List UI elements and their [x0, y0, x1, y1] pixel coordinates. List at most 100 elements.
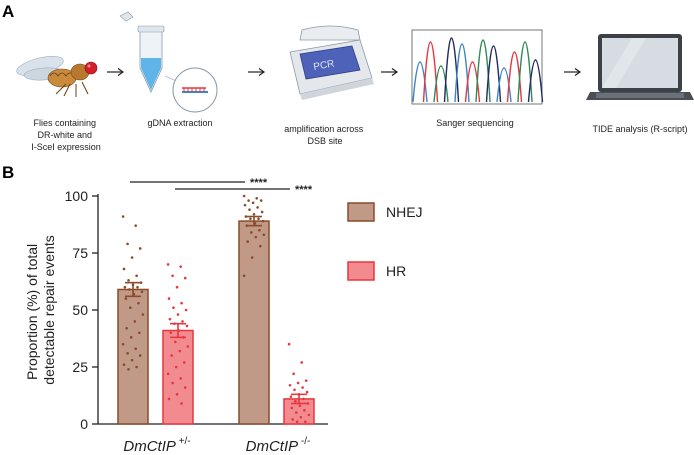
chromatogram-peak	[485, 45, 502, 103]
data-point	[126, 352, 129, 355]
data-point	[127, 367, 130, 371]
data-point	[306, 402, 310, 405]
data-point	[248, 208, 251, 211]
chromatogram-peak	[412, 61, 428, 103]
arrow-icon	[248, 68, 266, 76]
y-tick-label: 100	[65, 188, 89, 204]
data-point	[130, 256, 134, 259]
data-point	[304, 379, 308, 382]
data-point	[254, 235, 258, 239]
data-point	[138, 354, 142, 357]
data-point	[255, 196, 258, 200]
x-category-label: DmCtIP -/-	[246, 436, 311, 455]
data-point	[287, 342, 291, 346]
data-point	[242, 194, 246, 198]
data-point	[183, 361, 186, 364]
data-point	[246, 240, 249, 243]
data-point	[174, 365, 178, 369]
data-point	[178, 349, 182, 353]
data-point	[288, 383, 292, 387]
data-point	[136, 285, 139, 289]
data-point	[126, 242, 129, 246]
data-point	[251, 201, 255, 205]
arrow-icon	[564, 68, 582, 76]
data-point	[294, 399, 297, 403]
data-point	[298, 404, 302, 408]
y-tick-label: 0	[80, 416, 88, 432]
data-point	[134, 347, 137, 351]
data-point	[295, 420, 299, 424]
y-axis-title: Proportion (%) of total detectable repai…	[24, 235, 57, 384]
data-point	[128, 288, 131, 291]
data-point	[302, 397, 305, 401]
data-point	[257, 217, 260, 221]
chromatogram-peak	[433, 65, 449, 103]
bar-chart: 0 25 50 75 100 **** **** DmCtIP +/- DmCtIP -/-	[65, 177, 328, 455]
data-point	[175, 393, 179, 396]
arrow-icon	[107, 68, 125, 76]
data-point	[301, 386, 304, 389]
data-point	[295, 411, 298, 414]
data-point	[168, 317, 172, 321]
data-point	[167, 297, 171, 300]
pcr-label: PCR	[313, 58, 336, 73]
data-point	[247, 199, 250, 202]
legend-swatch-nhej	[347, 202, 375, 222]
caption-step-1: Flies containing DR-white and I-SceI exp…	[31, 118, 101, 152]
laptop-icon	[586, 34, 694, 100]
data-point	[260, 210, 264, 214]
data-point	[135, 274, 138, 278]
data-point	[262, 233, 266, 237]
data-point	[141, 313, 145, 316]
data-point	[175, 285, 179, 289]
legend: NHEJ HR	[347, 202, 423, 281]
panel-a-label: A	[2, 2, 14, 21]
data-point	[250, 256, 254, 259]
bar-nhej	[238, 220, 270, 425]
data-point	[129, 336, 133, 339]
chromatogram-peak	[422, 41, 439, 103]
data-point	[259, 199, 263, 202]
data-point	[305, 390, 309, 394]
data-point	[293, 388, 296, 392]
caption-step-4: Sanger sequencing	[436, 118, 514, 128]
chromatogram-peak	[527, 59, 544, 103]
data-point	[291, 418, 295, 421]
data-point	[184, 308, 188, 312]
data-point	[171, 381, 174, 385]
data-point	[186, 345, 190, 348]
data-point	[170, 354, 173, 357]
data-point	[122, 267, 126, 271]
x-category-label: DmCtIP +/-	[123, 436, 190, 455]
data-point	[125, 326, 128, 330]
data-point	[259, 244, 262, 248]
data-point	[122, 363, 126, 367]
data-point	[123, 285, 127, 289]
data-point	[172, 306, 175, 310]
data-point	[299, 415, 303, 419]
data-point	[174, 340, 177, 344]
data-point	[167, 397, 171, 401]
data-point	[290, 406, 294, 410]
data-point	[183, 386, 187, 389]
data-point	[304, 420, 307, 424]
legend-label-hr: HR	[386, 263, 406, 279]
data-point	[180, 301, 183, 305]
data-point	[169, 331, 173, 335]
data-point	[300, 361, 304, 364]
data-point	[121, 215, 125, 218]
data-point	[129, 306, 132, 310]
data-point	[303, 409, 306, 412]
tube-dna-icon	[119, 11, 218, 113]
chromatogram-peak	[496, 67, 512, 103]
data-point	[183, 276, 187, 280]
data-point	[242, 274, 246, 278]
data-point	[166, 263, 170, 266]
data-point	[166, 372, 170, 376]
significance-stars: ****	[295, 184, 313, 196]
data-point	[133, 320, 137, 323]
chromatogram-peak	[506, 51, 523, 103]
data-point	[250, 231, 253, 234]
fly-icon	[16, 56, 98, 97]
